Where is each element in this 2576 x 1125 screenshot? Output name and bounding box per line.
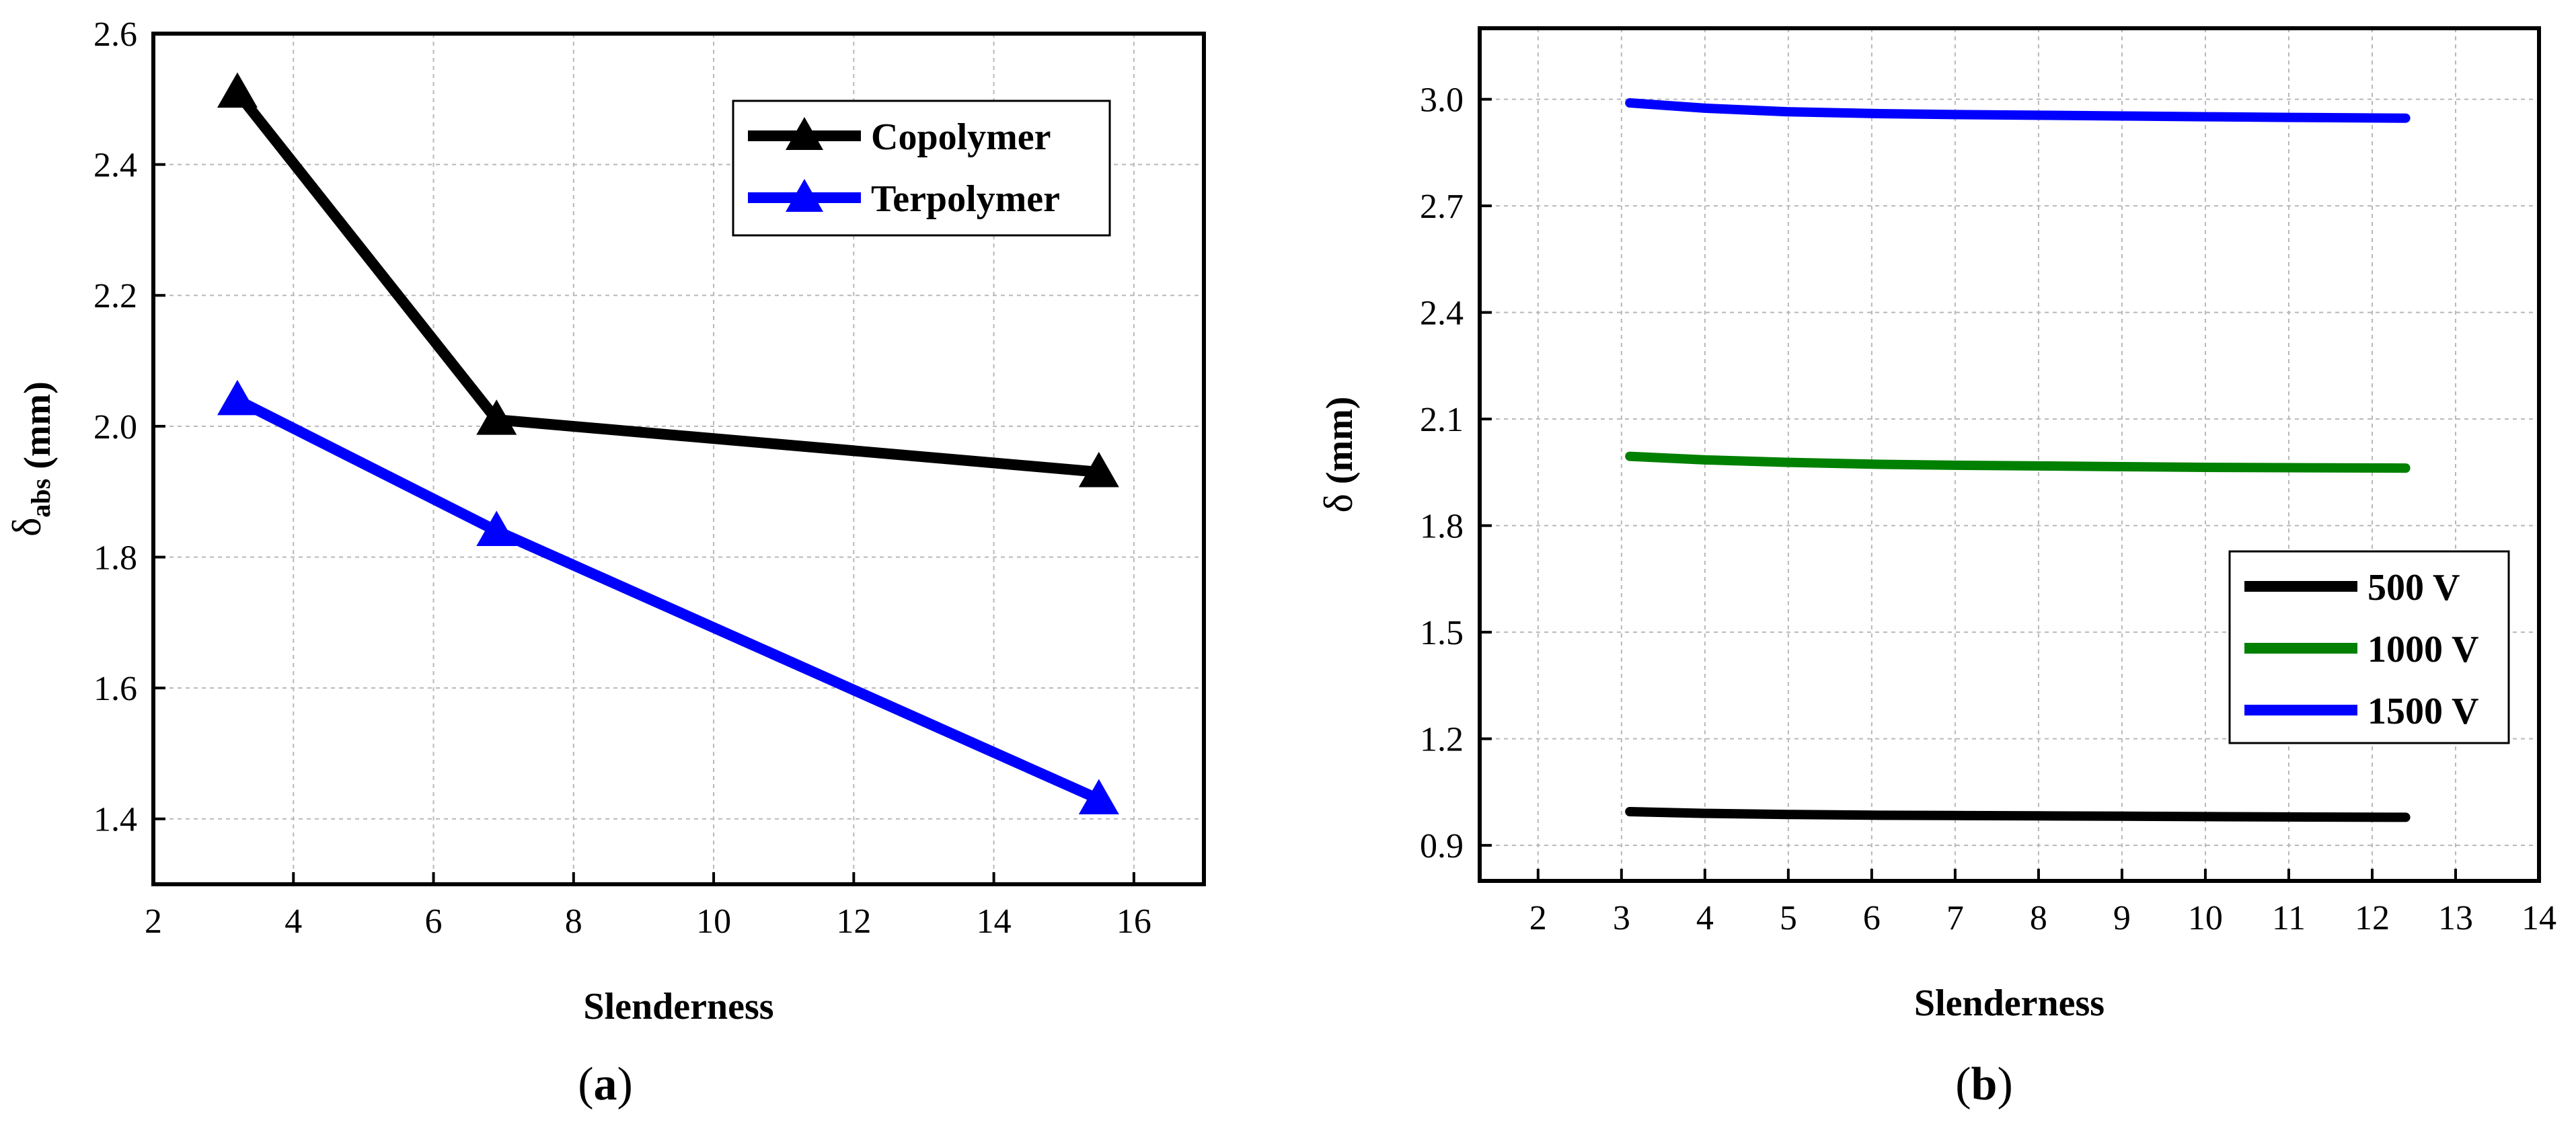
- series-line-1000-v: [1625, 451, 2411, 473]
- x-tick-label: 14: [2522, 899, 2556, 937]
- x-tick-label: 9: [2113, 899, 2131, 937]
- x-tick-label: 7: [1946, 899, 1964, 937]
- y-tick-label: 2.4: [93, 147, 137, 185]
- caption-open-paren: (: [578, 1058, 593, 1110]
- x-tick-label: 4: [1696, 899, 1714, 937]
- legend-box: [732, 100, 1111, 237]
- x-tick-label: 16: [1116, 902, 1151, 941]
- legend-label: 1000 V: [2367, 629, 2478, 670]
- caption-open-paren: (: [1955, 1058, 1971, 1110]
- y-tick-label: 2.2: [93, 277, 137, 315]
- series-line-1500-v: [1625, 98, 2411, 123]
- x-tick-label: 8: [2030, 899, 2047, 937]
- y-axis-label-unit: (mm): [17, 381, 59, 479]
- series-line-500-v: [1625, 807, 2411, 822]
- data-point-marker: [476, 510, 517, 547]
- y-tick-label: 2.7: [1420, 188, 1464, 226]
- x-tick-label: 3: [1613, 899, 1630, 937]
- x-tick-label: 10: [696, 902, 731, 941]
- x-tick-label: 10: [2188, 899, 2223, 937]
- x-tick-label: 6: [425, 902, 443, 941]
- y-axis-label-symbol: δ: [1316, 494, 1361, 512]
- y-tick-label: 1.8: [93, 539, 137, 577]
- legend-label: Terpolymer: [871, 178, 1060, 220]
- caption-letter: a: [594, 1058, 617, 1110]
- caption-close-paren: ): [1997, 1058, 2012, 1110]
- caption-close-paren: ): [617, 1058, 633, 1110]
- panel-caption: (a): [578, 1058, 633, 1110]
- data-point-marker: [217, 379, 258, 416]
- x-axis-label: Slenderness: [583, 986, 773, 1027]
- legend-label: Copolymer: [871, 116, 1051, 158]
- data-point-marker: [217, 72, 258, 108]
- legend-marker: [786, 179, 823, 212]
- legend: Copolymer Terpolymer: [732, 100, 1111, 237]
- x-tick-label: 12: [836, 902, 871, 941]
- data-point-marker: [1078, 451, 1119, 488]
- y-tick-label: 0.9: [1420, 827, 1464, 865]
- panel-a-chart: 2 4 6 8 10 12 14 16 1.4 1.6 1.8 2.0 2.2 2.4 2.6 Copolym…: [5, 15, 1206, 1110]
- caption-letter: b: [1971, 1058, 1998, 1110]
- panel-caption: (b): [1955, 1058, 2013, 1110]
- x-axis-label: Slenderness: [1914, 982, 2105, 1024]
- y-tick-label: 2.4: [1420, 295, 1464, 333]
- legend: 500 V 1000 V 1500 V: [2228, 550, 2510, 744]
- y-tick-label: 2.0: [93, 408, 137, 447]
- plot-frame: [151, 32, 1206, 886]
- x-tick-label: 2: [145, 902, 162, 941]
- legend-marker: [786, 117, 823, 150]
- panel-b-chart: 2 3 4 5 6 7 8 9 10 11 12 13 14 0.9 1.2 1.5 1.8 2.1 2.4 2.7 3…: [1316, 26, 2556, 1110]
- x-tick-label: 5: [1780, 899, 1797, 937]
- x-tick-label: 2: [1529, 899, 1547, 937]
- legend-label: 500 V: [2367, 567, 2460, 609]
- x-tick-label: 6: [1863, 899, 1881, 937]
- x-tick-label: 4: [285, 902, 302, 941]
- x-tick-label: 12: [2355, 899, 2390, 937]
- y-tick-label: 2.1: [1420, 401, 1464, 439]
- x-tick-label: 8: [565, 902, 582, 941]
- y-axis-label-subscript: abs: [26, 479, 56, 518]
- y-tick-label: 1.6: [93, 670, 137, 708]
- x-tick-label: 11: [2272, 899, 2306, 937]
- y-tick-label: 1.2: [1420, 721, 1464, 759]
- y-tick-label: 1.5: [1420, 614, 1464, 652]
- y-axis-label-symbol: δ: [5, 518, 49, 537]
- y-axis-label-unit: (mm): [1319, 397, 1361, 494]
- legend-label: 1500 V: [2367, 691, 2478, 732]
- data-point-marker: [476, 399, 517, 435]
- plot-frame: [1478, 26, 2541, 883]
- x-tick-label: 14: [977, 902, 1012, 941]
- y-tick-label: 2.6: [93, 15, 137, 54]
- y-tick-label: 1.8: [1420, 508, 1464, 546]
- data-point-marker: [1078, 779, 1119, 814]
- y-axis-label: δabs (mm): [5, 381, 59, 537]
- y-axis-label: δ (mm): [1316, 397, 1361, 513]
- y-tick-label: 1.4: [93, 801, 137, 839]
- x-tick-label: 13: [2438, 899, 2473, 937]
- y-tick-label: 3.0: [1420, 81, 1464, 120]
